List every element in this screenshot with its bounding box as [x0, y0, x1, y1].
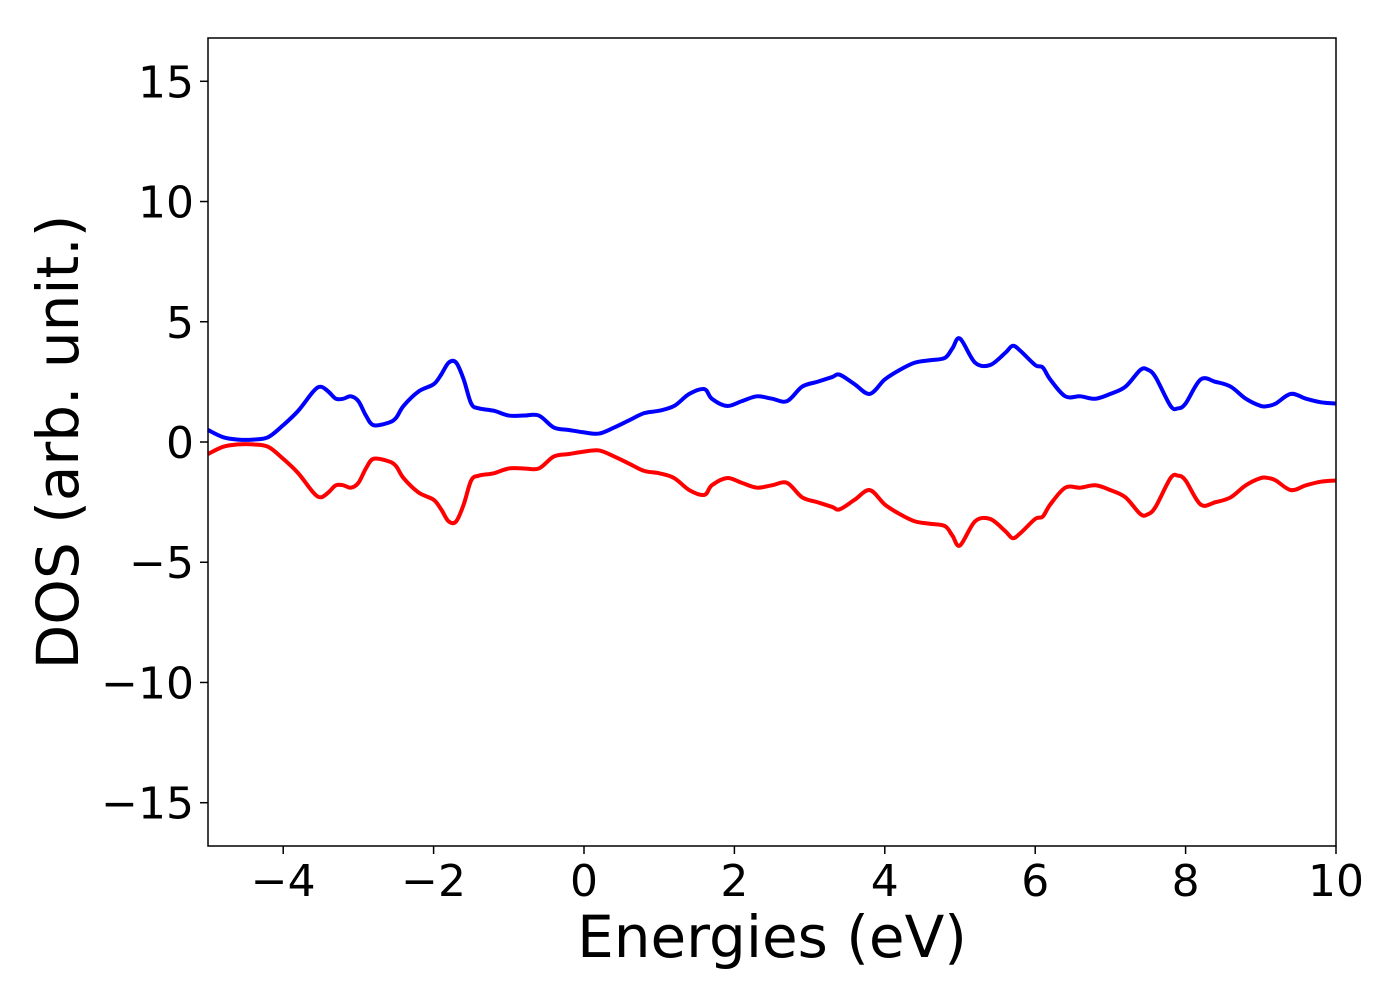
x-axis-label: Energies (eV) [577, 903, 967, 971]
x-tick-label: −4 [251, 856, 316, 907]
series-line-spin-down [207, 442, 1337, 548]
series-layer [207, 336, 1337, 548]
y-tick-label: −5 [129, 538, 194, 589]
y-tick-label: 10 [138, 178, 194, 229]
y-tick-label: 0 [166, 418, 194, 469]
x-tick-label: 0 [570, 856, 598, 907]
x-tick-label: 4 [871, 856, 899, 907]
series-line-spin-up [207, 336, 1337, 442]
x-tick-label: −2 [401, 856, 466, 907]
y-axis-label: DOS (arb. unit.) [24, 215, 92, 670]
x-tick-label: 6 [1021, 856, 1049, 907]
plot-frame [207, 37, 1337, 847]
y-tick-label: −10 [101, 658, 194, 709]
y-tick-label: −15 [101, 779, 194, 830]
y-tick-label: 5 [166, 298, 194, 349]
x-tick-label: 2 [720, 856, 748, 907]
x-tick-label: 8 [1172, 856, 1200, 907]
y-tick-label: 15 [138, 57, 194, 108]
ticks-layer: −4 −2 0 2 4 6 8 10 −15 −10 −5 0 5 10 15 [101, 57, 1364, 907]
x-tick-label: 10 [1308, 856, 1364, 907]
